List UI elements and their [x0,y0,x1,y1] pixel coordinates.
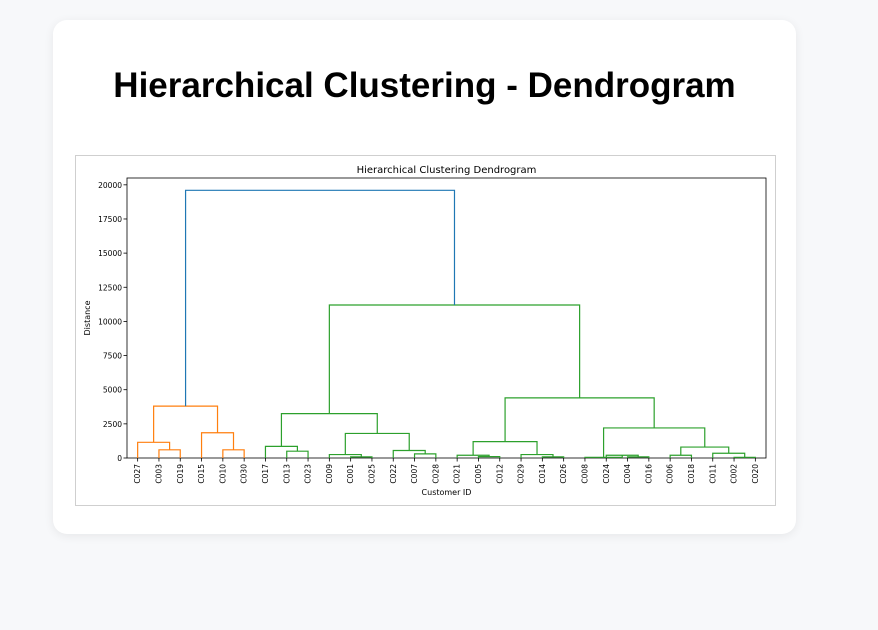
leaf-label: C022 [389,464,398,484]
y-tick-label: 10000 [98,317,122,326]
leaf-label: C019 [176,464,185,484]
dendrogram-link [680,446,730,456]
leaf-label: C020 [751,464,760,484]
leaf-label: C016 [644,464,653,484]
leaf-label: C026 [559,464,568,484]
y-tick-label: 5000 [103,386,122,395]
dendrogram-link [669,454,693,458]
y-axis-label: Distance [83,300,92,335]
y-tick-label: 2500 [103,420,122,429]
plot-area-frame [126,177,767,459]
dendrogram-link [344,432,410,455]
leaf-label: C013 [282,464,291,484]
leaf-label: C028 [431,464,440,484]
y-tick-label: 12500 [98,283,122,292]
leaf-label: C027 [133,464,142,484]
y-tick-label: 17500 [98,215,122,224]
chart-title: Hierarchical Clustering Dendrogram [357,165,537,176]
dendrogram-link [504,397,655,442]
y-tick-label: 20000 [98,181,122,190]
dendrogram-link [153,405,219,443]
dendrogram-link [413,453,437,458]
dendrogram-link [222,449,245,458]
y-axis-ticks: 0 2500 5000 7500 10000 12500 15000 17500 20000 [98,181,127,463]
dendrogram-link [733,456,756,458]
dendrogram-links [137,189,756,458]
dendrogram-link [264,445,298,458]
leaf-label: C004 [623,464,632,484]
y-tick-label: 7500 [103,352,122,361]
dendrogram-figure: Hierarchical Clustering Dendrogram Custo… [75,155,776,506]
leaf-label: C009 [325,464,334,484]
page-title: Hierarchical Clustering - Dendrogram [113,66,736,105]
dendrogram-link [712,452,746,458]
dendrogram-link [392,449,426,458]
chart-card: Hierarchical Clustering - Dendrogram Hie… [53,20,796,534]
leaf-label: C006 [666,464,675,484]
leaf-label: C015 [197,464,206,484]
leaf-label: C018 [687,464,696,484]
dendrogram-link [286,450,309,458]
x-axis-leaf-labels: C027 C003 C019 C015 C010 C030 C017 C013 C023 C009… [133,458,760,484]
leaf-label: C002 [730,464,739,484]
dendrogram-link [200,432,235,458]
dendrogram-link [280,413,378,447]
dendrogram-link [602,427,706,458]
dendrogram-link [472,441,538,456]
dendrogram-link [137,441,171,458]
dendrogram-chart: Hierarchical Clustering Dendrogram Custo… [83,165,767,497]
leaf-label: C029 [517,464,526,484]
leaf-label: C030 [240,464,249,484]
leaf-label: C008 [580,464,589,484]
leaf-label: C024 [602,464,611,484]
x-axis-label: Customer ID [422,488,472,497]
leaf-label: C003 [154,464,163,484]
leaf-label: C021 [453,464,462,484]
leaf-label: C012 [495,464,504,484]
leaf-label: C025 [367,464,376,484]
leaf-label: C001 [346,464,355,484]
leaf-label: C023 [304,464,313,484]
leaf-label: C010 [218,464,227,484]
leaf-label: C017 [261,464,270,484]
leaf-label: C007 [410,464,419,484]
leaf-label: C014 [538,464,547,484]
dendrogram-link [158,449,181,458]
leaf-label: C011 [708,464,717,484]
dendrogram-link [184,189,456,407]
y-tick-label: 15000 [98,249,122,258]
leaf-label: C005 [474,464,483,484]
dendrogram-link [605,454,639,458]
y-tick-label: 0 [117,454,122,463]
